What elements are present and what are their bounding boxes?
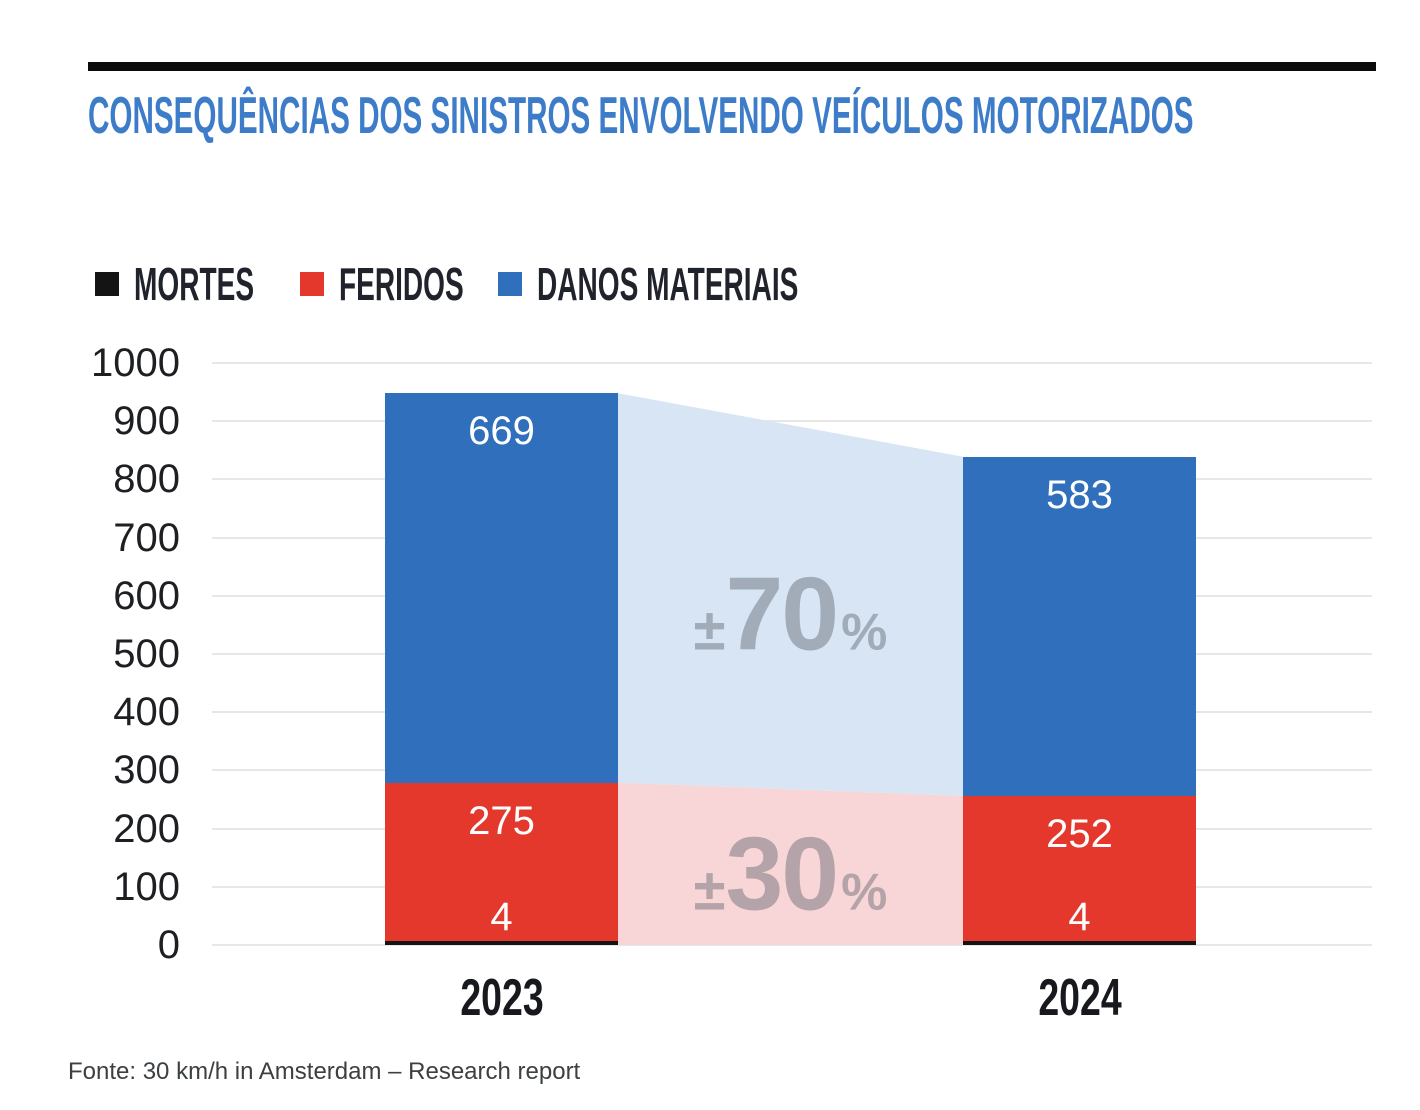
plus-minus-sign: ±: [693, 857, 726, 923]
top-divider-rule: [88, 62, 1376, 71]
legend-item-danos-materiais: DANOS MATERIAIS: [498, 258, 966, 310]
page-title: CONSEQUÊNCIAS DOS SINISTROS ENVOLVENDO V…: [88, 90, 1420, 142]
percent-sign: %: [841, 863, 888, 922]
gridline-1000: [212, 362, 1372, 364]
bar-2023: 4 275 669: [385, 363, 618, 945]
bar-2023-value-label-feridos: 275: [468, 798, 535, 843]
bar-2023-segment-mortes: [385, 941, 618, 945]
reduction-percent-value: 30: [725, 816, 839, 933]
bar-2023-value-label-mortes: 4: [490, 895, 513, 939]
legend-label-mortes: MORTES: [134, 258, 255, 310]
y-axis-tick-label-1000: 1000: [91, 341, 180, 385]
legend-swatch-mortes: [95, 272, 119, 296]
y-axis-tick-label-100: 100: [113, 864, 180, 909]
bar-2024-segment-danos-materiais: [963, 456, 1196, 797]
bar-2024-segment-mortes: [963, 941, 1196, 945]
x-axis-label-wrap-2023: 2023: [444, 968, 560, 1028]
x-axis-label-2024: 2024: [1037, 969, 1122, 1027]
reduction-bands: [618, 393, 963, 945]
legend-item-mortes: MORTES: [95, 258, 331, 310]
y-axis-tick-label-900: 900: [113, 399, 180, 444]
x-axis-label-2023: 2023: [459, 969, 544, 1027]
y-axis-tick-label-500: 500: [113, 632, 180, 676]
legend-item-feridos: FERIDOS: [300, 258, 543, 310]
legend-swatch-feridos: [300, 272, 324, 296]
reduction-percent-value: 70: [725, 556, 839, 673]
legend-label-danos-materiais: DANOS MATERIAIS: [537, 258, 799, 310]
page-title-text: CONSEQUÊNCIAS DOS SINISTROS ENVOLVENDO V…: [88, 87, 1194, 145]
legend-swatch-danos-materiais: [498, 272, 522, 296]
y-axis-tick-label-600: 600: [113, 573, 180, 618]
reduction-annotation-feridos: ±30%: [694, 816, 888, 935]
bar-2023-value-label-danos-materiais: 669: [468, 409, 535, 454]
gridline-0: [212, 944, 1372, 946]
bar-2024-value-label-danos-materiais: 583: [1046, 472, 1113, 517]
plot-area: 4 275 669 4 252 583 ±70% ±30%: [212, 362, 1372, 946]
reduction-annotation-danos-materiais: ±70%: [694, 556, 888, 675]
reduction-band-danos-materiais: [618, 393, 963, 797]
plus-minus-sign: ±: [693, 597, 726, 663]
y-axis-tick-label-700: 700: [113, 515, 180, 560]
percent-sign: %: [841, 603, 888, 662]
legend-label-feridos: FERIDOS: [339, 258, 464, 310]
gridline-900: [212, 420, 1372, 423]
y-axis-tick-label-300: 300: [113, 748, 180, 793]
y-axis-tick-label-400: 400: [113, 690, 180, 735]
bar-2024-segment-feridos: [963, 796, 1196, 943]
x-axis-label-wrap-2024: 2024: [1022, 968, 1138, 1028]
bar-2024: 4 252 583: [963, 363, 1196, 945]
y-axis-tick-label-800: 800: [113, 457, 180, 502]
source-footnote: Fonte: 30 km/h in Amsterdam – Research r…: [68, 1058, 581, 1085]
bar-2023-segment-feridos: [385, 782, 618, 943]
bar-2024-value-label-mortes: 4: [1068, 895, 1091, 939]
bar-2024-value-label-feridos: 252: [1046, 812, 1113, 856]
y-axis-tick-label-200: 200: [113, 806, 180, 851]
reduction-band-feridos: [618, 782, 963, 945]
chart-legend: MORTES FERIDOS DANOS MATERIAIS: [0, 258, 1420, 310]
y-axis-tick-label-0: 0: [157, 923, 180, 967]
bar-2023-segment-danos-materiais: [385, 393, 618, 783]
